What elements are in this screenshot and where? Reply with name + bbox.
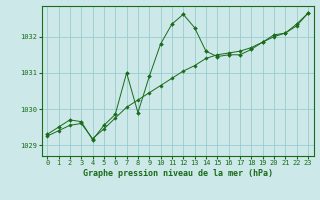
X-axis label: Graphe pression niveau de la mer (hPa): Graphe pression niveau de la mer (hPa)	[83, 169, 273, 178]
